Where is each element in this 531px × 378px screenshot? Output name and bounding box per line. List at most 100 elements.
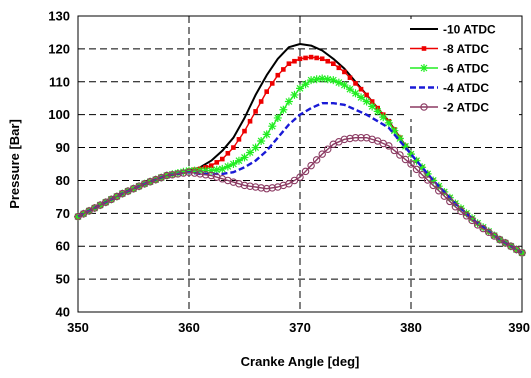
data-point bbox=[279, 105, 288, 114]
data-point bbox=[264, 89, 269, 94]
x-tick-label: 390 bbox=[508, 320, 530, 335]
data-point bbox=[314, 55, 319, 61]
data-point bbox=[518, 249, 526, 257]
y-tick-label: 60 bbox=[56, 239, 70, 254]
data-point bbox=[407, 150, 415, 159]
data-point bbox=[185, 168, 193, 176]
data-point bbox=[179, 169, 188, 177]
tick-labels: 40 50 60 70 80 90 100 110 120 130 350 360 370 380 390 bbox=[48, 9, 530, 336]
data-point bbox=[297, 56, 303, 62]
data-point bbox=[225, 151, 231, 156]
data-point bbox=[385, 142, 393, 150]
legend-marker bbox=[420, 103, 428, 111]
data-point bbox=[240, 153, 249, 162]
data-point bbox=[468, 216, 476, 225]
data-point bbox=[340, 135, 349, 144]
data-point bbox=[268, 122, 277, 131]
series-4 bbox=[77, 101, 523, 254]
legend-item: -10 ATDC bbox=[410, 23, 496, 37]
data-point bbox=[247, 118, 253, 124]
series-line bbox=[77, 101, 523, 254]
data-point bbox=[185, 166, 193, 175]
data-point bbox=[214, 160, 220, 165]
data-point bbox=[418, 163, 427, 172]
data-point bbox=[231, 145, 236, 150]
data-point bbox=[269, 81, 275, 86]
data-point bbox=[201, 170, 210, 179]
data-point bbox=[334, 78, 343, 87]
data-point bbox=[336, 65, 342, 71]
data-point bbox=[364, 92, 369, 98]
series-layer bbox=[74, 43, 526, 257]
data-point bbox=[396, 151, 404, 159]
data-point bbox=[451, 203, 460, 211]
data-point bbox=[236, 137, 242, 142]
data-point bbox=[434, 186, 443, 195]
data-point bbox=[496, 235, 504, 244]
data-point bbox=[357, 133, 365, 142]
data-point bbox=[229, 160, 238, 168]
data-point bbox=[208, 163, 214, 168]
data-point bbox=[174, 170, 182, 178]
y-tick-label: 100 bbox=[48, 107, 70, 122]
data-point bbox=[351, 89, 360, 98]
data-point bbox=[390, 126, 399, 135]
data-point bbox=[285, 179, 293, 188]
data-point bbox=[346, 134, 354, 143]
data-point bbox=[281, 67, 286, 72]
data-point bbox=[440, 192, 449, 200]
data-point bbox=[358, 86, 364, 92]
data-point bbox=[258, 99, 264, 104]
data-point bbox=[429, 176, 438, 185]
data-point bbox=[507, 242, 515, 250]
data-point bbox=[251, 143, 260, 152]
data-point bbox=[223, 162, 232, 171]
data-point bbox=[318, 150, 326, 158]
data-point bbox=[296, 173, 304, 181]
x-tick-label: 360 bbox=[178, 320, 200, 335]
data-point bbox=[390, 146, 399, 155]
data-point bbox=[340, 81, 349, 90]
data-point bbox=[220, 156, 225, 162]
y-tick-label: 50 bbox=[56, 272, 70, 287]
data-point bbox=[457, 207, 465, 216]
data-point bbox=[412, 156, 421, 165]
data-point bbox=[296, 84, 304, 93]
series-5 bbox=[74, 133, 526, 257]
x-tick-label: 380 bbox=[400, 320, 422, 335]
data-point bbox=[308, 54, 314, 60]
y-axis-title: Pressure [Bar] bbox=[7, 119, 22, 209]
data-point bbox=[234, 156, 243, 165]
data-point bbox=[357, 93, 366, 102]
data-point bbox=[246, 182, 254, 190]
data-point bbox=[163, 171, 171, 180]
data-point bbox=[446, 197, 454, 206]
data-point bbox=[462, 209, 471, 218]
data-point bbox=[323, 145, 332, 153]
data-point bbox=[74, 212, 82, 221]
data-point bbox=[275, 72, 281, 78]
data-point bbox=[286, 61, 292, 66]
y-tick-label: 120 bbox=[48, 41, 70, 56]
data-point bbox=[242, 128, 247, 134]
data-point bbox=[251, 183, 260, 191]
data-point bbox=[168, 170, 177, 179]
data-point bbox=[257, 184, 265, 192]
data-point bbox=[179, 167, 188, 176]
data-point bbox=[423, 169, 432, 178]
data-point bbox=[246, 148, 255, 157]
data-point bbox=[323, 75, 332, 84]
data-point bbox=[212, 165, 221, 174]
data-point bbox=[201, 166, 210, 175]
data-point bbox=[325, 58, 331, 64]
legend-item: -2 ATDC bbox=[410, 101, 489, 115]
data-point bbox=[312, 75, 321, 84]
data-point bbox=[253, 109, 258, 114]
data-point bbox=[345, 85, 354, 94]
data-point bbox=[379, 113, 388, 122]
data-point bbox=[395, 134, 404, 143]
data-point bbox=[190, 169, 199, 177]
data-point bbox=[369, 99, 375, 104]
legend-label: -2 ATDC bbox=[443, 101, 489, 115]
